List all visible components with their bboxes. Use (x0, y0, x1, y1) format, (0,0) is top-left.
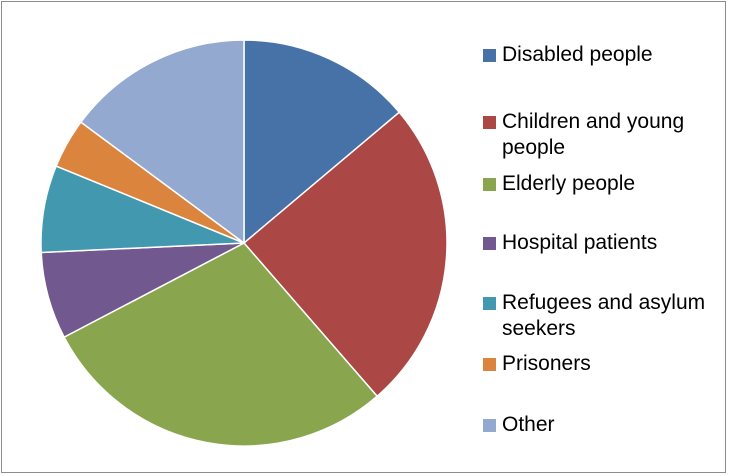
legend-swatch (483, 116, 496, 129)
pie-slice-children-and-young-people (242, 111, 448, 398)
legend-swatch (483, 358, 496, 371)
legend-swatch (483, 419, 496, 432)
legend-label: Elderly people (502, 172, 636, 195)
legend-label: Prisoners (502, 352, 591, 375)
legend-swatch (483, 237, 496, 250)
pie-slice-elderly-people (63, 242, 379, 447)
legend-item-refugees-and-asylum-seekers: Refugees and asylum seekers (483, 290, 722, 342)
legend-item-hospital-patients: Hospital patients (483, 230, 722, 256)
legend-item-disabled-people: Disabled people (483, 42, 722, 68)
legend-swatch (483, 49, 496, 62)
legend-label: Children and young people (502, 110, 685, 159)
legend-item-elderly-people: Elderly people (483, 171, 722, 197)
legend-swatch (483, 178, 496, 191)
pie-slice-disabled-people (243, 39, 401, 245)
legend-label: Refugees and asylum seekers (502, 291, 706, 340)
legend-item-prisoners: Prisoners (483, 351, 722, 377)
pie-slice-other (79, 39, 245, 245)
legend-item-other: Other (483, 412, 722, 438)
legend-swatch (483, 297, 496, 310)
legend-label: Other (502, 413, 555, 436)
legend-item-children-and-young-people: Children and young people (483, 109, 722, 161)
legend-label: Disabled people (502, 43, 653, 66)
legend-label: Hospital patients (502, 231, 658, 254)
